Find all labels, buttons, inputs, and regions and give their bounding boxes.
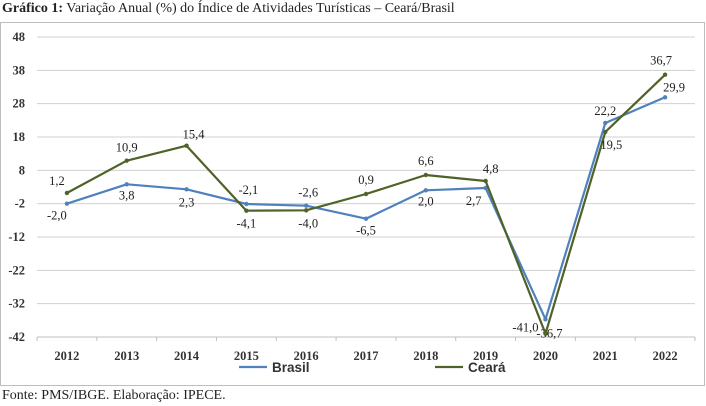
chart-frame: 48 38 28 18 8 -2 -12 -22 -32 -42 2012 2013 2014 2015 2…: [0, 22, 705, 386]
series-line-ceará: [66, 73, 666, 335]
y-tick-label: 18: [13, 130, 26, 144]
data-point: [603, 129, 608, 135]
data-point: [124, 158, 129, 163]
data-label: 1,2: [49, 174, 65, 188]
data-label: 6,6: [418, 154, 434, 168]
data-point: [363, 191, 369, 197]
data-point: [64, 190, 70, 196]
x-tick-label: 2014: [174, 349, 200, 363]
data-point: [184, 187, 189, 192]
x-tick-label: 2021: [593, 349, 618, 363]
chart-title-prefix: Gráfico 1:: [2, 1, 64, 16]
data-label: 2,3: [179, 195, 195, 209]
data-label: 19,5: [600, 138, 622, 152]
data-label: -2,1: [238, 183, 258, 197]
data-label: 4,8: [483, 162, 499, 176]
y-tick-label: 48: [13, 30, 26, 44]
y-tick-label: -32: [8, 297, 25, 311]
data-label: -41,0: [512, 321, 538, 335]
data-point: [662, 72, 668, 77]
data-point: [483, 178, 488, 184]
x-tick-label: 2015: [234, 349, 259, 363]
data-label: 36,7: [650, 54, 672, 68]
x-tick-label: 2022: [653, 349, 678, 363]
data-point: [363, 216, 369, 221]
data-point: [303, 203, 309, 208]
data-point: [662, 95, 668, 100]
chart-title: Gráfico 1: Variação Anual (%) do Índice …: [2, 1, 455, 17]
data-point: [64, 201, 70, 206]
chart-title-text: Variação Anual (%) do Índice de Atividad…: [66, 1, 455, 16]
legend-label: Brasil: [272, 360, 310, 375]
data-label: -4,0: [298, 216, 318, 230]
data-label: 2,7: [466, 194, 482, 208]
y-tick-label: -12: [8, 230, 25, 244]
x-tick-label: 2017: [354, 349, 379, 363]
data-label: 10,9: [116, 141, 138, 155]
y-tick-label: -42: [8, 330, 25, 344]
y-tick-label: 28: [13, 97, 26, 111]
data-point: [244, 208, 249, 213]
data-point: [603, 120, 608, 126]
data-label: 3,8: [119, 188, 135, 202]
y-tick-label: 38: [13, 63, 26, 77]
data-point: [423, 172, 429, 178]
y-tick-label: -2: [15, 197, 25, 211]
data-label: -6,5: [356, 224, 376, 238]
data-point: [543, 317, 548, 322]
data-label: 15,4: [183, 128, 206, 142]
data-point: [423, 188, 429, 193]
data-label: -36,7: [536, 326, 562, 340]
y-tick-label: -22: [8, 263, 25, 277]
line-chart: 48 38 28 18 8 -2 -12 -22 -32 -42 2012 2013 2014 2015 2…: [8, 30, 696, 375]
x-tick-label: 2016: [294, 349, 319, 363]
x-tick-label: 2018: [413, 349, 438, 363]
data-label: -2,6: [298, 186, 318, 200]
data-label: 0,9: [358, 173, 374, 187]
y-tick-label: 8: [19, 163, 25, 177]
data-label: -4,1: [236, 217, 256, 231]
x-tick-label: 2012: [54, 349, 79, 363]
x-tick-label: 2020: [533, 349, 558, 363]
data-label: 29,9: [663, 80, 685, 94]
data-point: [244, 201, 249, 207]
legend-label: Ceará: [468, 360, 506, 375]
source-note: Fonte: PMS/IBGE. Elaboração: IPECE.: [2, 388, 226, 403]
data-label: 22,2: [594, 104, 616, 118]
data-label: -2,0: [47, 209, 67, 223]
series-line-brasil: [66, 96, 666, 321]
data-label: 2,0: [418, 194, 434, 208]
data-point: [124, 182, 129, 187]
x-tick-label: 2013: [114, 349, 139, 363]
data-point: [303, 208, 309, 213]
data-point: [184, 143, 189, 148]
x-tick-label: 2019: [473, 349, 498, 363]
data-point: [543, 331, 548, 336]
